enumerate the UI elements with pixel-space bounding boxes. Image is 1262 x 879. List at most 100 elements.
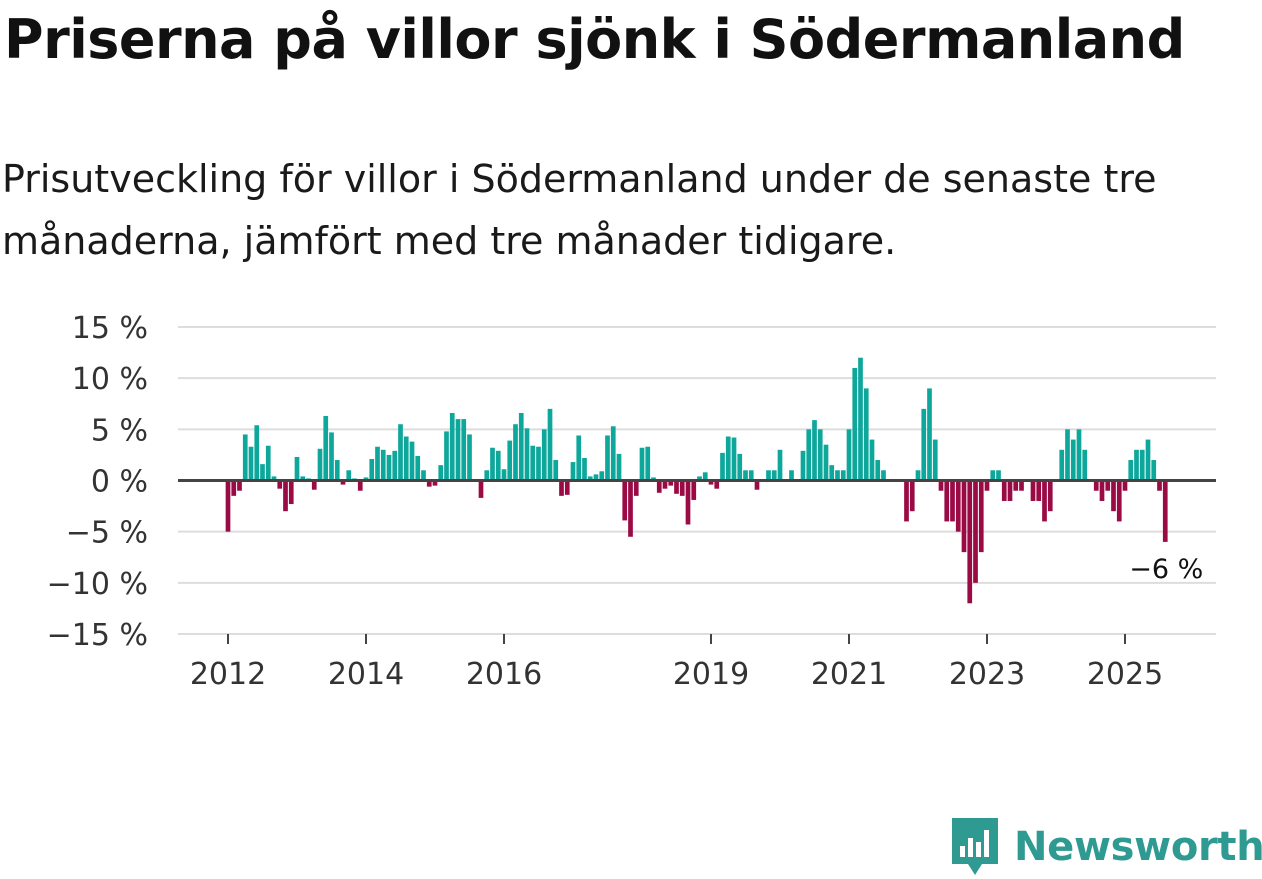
bar: [915, 470, 921, 481]
bar: [277, 480, 283, 489]
bar: [518, 412, 524, 481]
bar: [260, 464, 265, 481]
bar: [869, 439, 875, 481]
bar: [576, 435, 582, 481]
bar: [283, 480, 288, 512]
bar: [996, 470, 1001, 481]
bar: [265, 445, 271, 481]
bar: [587, 476, 593, 481]
bar: [1151, 460, 1157, 481]
bar: [317, 448, 323, 481]
bar: [967, 480, 973, 604]
bar: [484, 470, 490, 481]
bar: [668, 480, 674, 486]
bar: [513, 424, 518, 481]
bar: [1082, 449, 1088, 481]
bar: [904, 480, 909, 522]
newsworthy-icon: [952, 818, 998, 875]
y-tick-label: −5 %: [66, 516, 148, 551]
bar: [294, 456, 300, 481]
bar: [369, 459, 375, 481]
bar: [1030, 480, 1036, 501]
bar: [530, 445, 536, 481]
newsworthy-logo: Newsworthy: [950, 818, 1262, 876]
bar: [720, 452, 725, 481]
x-tick-label: 2023: [949, 657, 1025, 692]
x-tick-label: 2025: [1087, 657, 1163, 692]
gridlines: [178, 326, 1216, 635]
bar: [1111, 480, 1116, 512]
bar: [380, 449, 386, 481]
bar: [403, 436, 409, 481]
bar: [311, 480, 317, 490]
bar: [737, 453, 743, 481]
bar: [1134, 449, 1139, 481]
bar: [610, 426, 616, 481]
bar: [1157, 480, 1162, 491]
bar: [616, 453, 622, 481]
bar: [490, 447, 495, 481]
bar: [444, 431, 449, 481]
bar: [363, 477, 369, 481]
bar: [628, 480, 633, 537]
bar: [846, 429, 852, 481]
bar: [1116, 480, 1122, 522]
bar: [1013, 480, 1019, 491]
bar: [1019, 480, 1024, 491]
bar: [1093, 480, 1099, 491]
bar: [225, 480, 231, 532]
bar: [536, 446, 541, 481]
bar: [875, 460, 881, 481]
bar: [932, 439, 938, 481]
bar: [766, 470, 771, 481]
bar: [449, 412, 455, 481]
bar: [806, 429, 812, 481]
bar: [467, 434, 472, 481]
bar: [254, 425, 260, 481]
bar: [748, 470, 754, 481]
bar: [921, 408, 927, 481]
bar: [323, 416, 329, 481]
bar: [863, 388, 869, 481]
bar-chart: 15 %10 %5 %0 %−5 %−10 %−15 % 2012 2014 201…: [47, 311, 1216, 692]
bar: [961, 480, 967, 553]
bar: [881, 470, 886, 481]
bar: [593, 474, 599, 481]
bar: [858, 357, 863, 481]
bar: [495, 450, 501, 481]
bar: [1122, 480, 1128, 491]
bar: [1001, 480, 1007, 501]
bar: [662, 480, 668, 489]
bar: [950, 480, 955, 522]
bar: [973, 480, 978, 583]
chart-title: Priserna på villor sjönk i Södermanland: [4, 8, 1185, 71]
bar: [708, 480, 714, 485]
bar: [927, 388, 932, 481]
bar: [605, 435, 610, 481]
bar: [909, 480, 915, 512]
bar: [524, 428, 530, 481]
y-axis-labels: 15 % 10 % 5 % 0 % −5 % −10 % −15 %: [47, 311, 148, 653]
x-tick-label: 2016: [466, 657, 542, 692]
bar: [984, 480, 990, 491]
bar: [633, 480, 639, 496]
bar: [409, 441, 415, 481]
bar: [547, 408, 553, 481]
bar: [1099, 480, 1105, 501]
bar: [990, 470, 996, 481]
bar: [582, 457, 587, 481]
bar: [300, 476, 306, 481]
bar: [771, 470, 777, 481]
bar: [656, 480, 662, 493]
bar: [1139, 449, 1145, 481]
bar: [564, 480, 570, 495]
bar: [714, 480, 720, 489]
bar: [432, 480, 438, 486]
bar: [357, 480, 363, 491]
bar: [386, 454, 392, 481]
bar: [800, 450, 806, 481]
bar: [426, 480, 432, 487]
bar: [1070, 439, 1076, 481]
bar: [639, 447, 645, 481]
bar: [1162, 480, 1168, 542]
